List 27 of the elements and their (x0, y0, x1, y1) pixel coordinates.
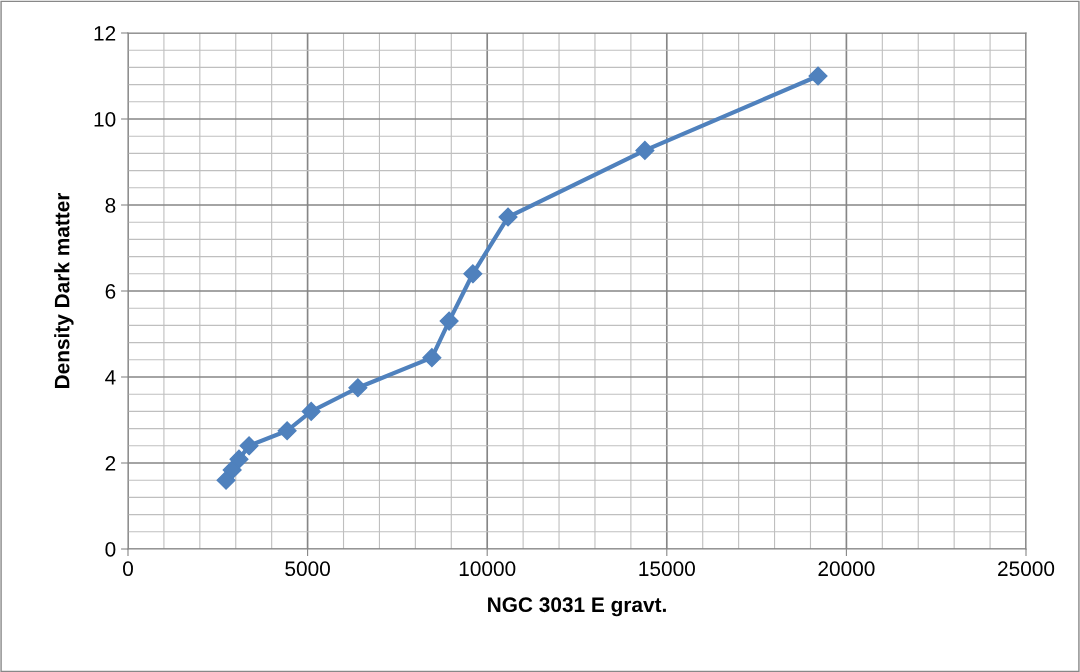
y-tick-label: 8 (105, 198, 116, 213)
point (808, 66, 828, 86)
x-tick-label: 10000 (459, 561, 516, 577)
x-tick-label: 15000 (639, 561, 695, 577)
point (422, 348, 442, 368)
x-tick-label: 20000 (818, 561, 875, 577)
point (222, 460, 242, 480)
point (239, 436, 259, 456)
y-tick-label: 2 (105, 456, 116, 471)
point (229, 449, 249, 469)
point (498, 207, 518, 227)
point (348, 378, 368, 398)
y-tick-label: 10 (94, 112, 116, 127)
y-tick-label: 0 (105, 542, 116, 557)
y-tick-label: 6 (105, 284, 116, 299)
point (463, 264, 483, 284)
point (439, 311, 459, 331)
x-tick-label: 25000 (998, 561, 1055, 577)
y-axis-title: Density Dark matter (54, 192, 74, 389)
x-tick-label: 0 (123, 561, 133, 577)
x-tick-label: 5000 (285, 561, 330, 577)
x-axis-title: NGC 3031 E gravt. (488, 597, 666, 617)
point (301, 401, 321, 421)
y-tick-label: 4 (105, 370, 116, 385)
point (277, 421, 297, 441)
y-tick-label: 12 (94, 26, 116, 41)
point (635, 140, 655, 160)
